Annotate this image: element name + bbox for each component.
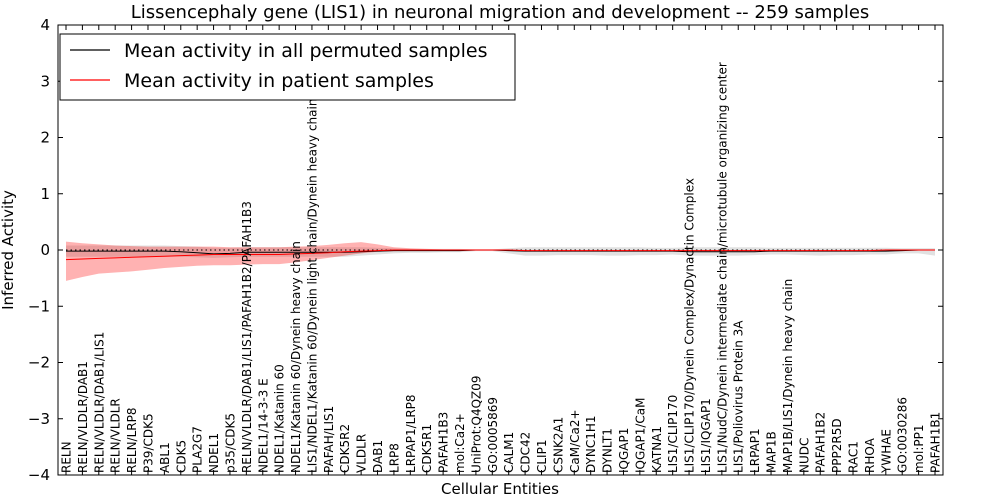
x-tick-label: GO:0030286 bbox=[896, 397, 910, 473]
x-tick-label: YWHAE bbox=[879, 429, 893, 474]
x-tick-label: DYNLT1 bbox=[601, 428, 615, 473]
x-tick-label: CaM/Ca2+ bbox=[568, 409, 582, 473]
x-tick-label: PAFAH1B3 bbox=[437, 412, 451, 473]
x-tick-label: RAC1 bbox=[847, 441, 861, 473]
x-tick-label: CLIP1 bbox=[535, 440, 549, 473]
confidence-bands bbox=[66, 241, 935, 281]
y-axis-ticks: −4 −3 −2 −1 0 1 2 3 4 bbox=[28, 16, 943, 484]
x-tick-label: UniProt:Q4QZ09 bbox=[469, 375, 483, 473]
x-axis-ticks: RELN RELN/VLDLR/DAB1 RELN/VLDLR/DAB1/LIS1 R… bbox=[60, 25, 943, 475]
x-tick-label: KATNA1 bbox=[650, 426, 664, 473]
x-tick-label: IQGAP1 bbox=[617, 428, 631, 473]
y-tick-label: −1 bbox=[28, 297, 50, 315]
x-tick-label: PAFAH/LIS1 bbox=[322, 406, 336, 473]
x-tick-label: NDEL1/14-3-3 E bbox=[256, 378, 270, 473]
y-tick-label: −4 bbox=[28, 466, 50, 484]
x-tick-label: PAFAH1B1 bbox=[929, 412, 943, 473]
y-tick-label: −3 bbox=[28, 410, 50, 428]
x-tick-label: CDK5R2 bbox=[338, 424, 352, 473]
x-tick-label: RELN/VLDLR/DAB1/LIS1/PAFAH1B2/PAFAH1B3 bbox=[240, 201, 254, 473]
x-tick-label: GO:0005869 bbox=[486, 397, 500, 473]
y-tick-label: 0 bbox=[40, 241, 50, 259]
x-tick-label: RELN/LRP8 bbox=[125, 407, 139, 473]
x-tick-label: RHOA bbox=[863, 437, 877, 473]
x-tick-label: LRP8 bbox=[387, 443, 401, 473]
x-tick-label: LRPAP1/LRP8 bbox=[404, 394, 418, 473]
x-tick-label: NDEL1/Katanin 60/Dynein heavy chain bbox=[289, 241, 303, 473]
y-tick-label: 4 bbox=[40, 16, 50, 34]
x-tick-label: NDEL1/Katanin 60 bbox=[273, 364, 287, 473]
legend-box bbox=[59, 33, 516, 101]
x-tick-label: LIS1/IQGAP1 bbox=[699, 398, 713, 473]
x-tick-label: IQGAP1/CaM bbox=[633, 398, 647, 474]
x-tick-label: RELN bbox=[60, 441, 74, 473]
x-tick-label: MAP1B bbox=[765, 431, 779, 473]
x-tick-label: RELN/VLDLR bbox=[109, 398, 123, 473]
x-tick-label: CDK5R1 bbox=[420, 424, 434, 473]
x-tick-label: mol:PP1 bbox=[912, 424, 926, 473]
series-line-patient bbox=[65, 249, 935, 261]
legend-label-patient: Mean activity in patient samples bbox=[124, 70, 434, 92]
x-tick-label: DYNC1H1 bbox=[584, 415, 598, 473]
x-tick-label: ABL1 bbox=[158, 442, 172, 473]
band-patient bbox=[66, 241, 935, 281]
y-tick-label: −2 bbox=[28, 354, 50, 372]
y-axis-label: Inferred Activity bbox=[0, 190, 17, 310]
x-tick-label: LIS1/CLIP170 bbox=[666, 395, 680, 473]
x-tick-label: PPP2R5D bbox=[830, 418, 844, 473]
x-tick-label: NDEL1 bbox=[207, 433, 221, 473]
x-tick-label: CSNK2A1 bbox=[551, 417, 565, 473]
x-tick-label: LIS1/NudC/Dynein intermediate chain/micr… bbox=[715, 62, 729, 473]
x-tick-label: CALM1 bbox=[502, 432, 516, 473]
x-tick-label: NUDC bbox=[797, 438, 811, 473]
x-tick-label: CDC42 bbox=[519, 432, 533, 473]
y-tick-label: 2 bbox=[40, 129, 50, 147]
chart-title: Lissencephaly gene (LIS1) in neuronal mi… bbox=[131, 2, 870, 23]
legend: Mean activity in all permuted samples Me… bbox=[59, 33, 516, 101]
legend-label-permuted: Mean activity in all permuted samples bbox=[124, 40, 487, 62]
x-tick-label: MAP1B/LIS1/Dynein heavy chain bbox=[781, 279, 795, 473]
x-tick-label: RELN/VLDLR/DAB1/LIS1 bbox=[92, 332, 106, 473]
x-tick-label: mol:Ca2+ bbox=[453, 413, 467, 473]
x-tick-label: PLA2G7 bbox=[191, 426, 205, 473]
x-tick-label: LRPAP1 bbox=[748, 428, 762, 473]
plot-frame bbox=[57, 24, 944, 476]
x-tick-label: p35/CDK5 bbox=[224, 413, 238, 473]
x-tick-label: P39/CDK5 bbox=[142, 413, 156, 473]
x-axis-label: Cellular Entities bbox=[441, 480, 559, 498]
x-tick-label: LIS1/NDEL1/Katanin 60/Dynein light chain… bbox=[305, 99, 319, 473]
x-tick-label: CDK5 bbox=[174, 440, 188, 473]
series-lines bbox=[65, 249, 935, 261]
y-tick-label: 1 bbox=[40, 185, 50, 203]
x-tick-label: RELN/VLDLR/DAB1 bbox=[76, 361, 90, 473]
x-tick-label: DAB1 bbox=[371, 440, 385, 473]
x-tick-label: LIS1/Poliovirus Protein 3A bbox=[732, 320, 746, 473]
y-tick-label: 3 bbox=[40, 72, 50, 90]
x-tick-label: VLDLR bbox=[355, 434, 369, 473]
x-tick-label: LIS1/CLIP170/Dynein Complex/Dynactin Com… bbox=[683, 178, 697, 473]
x-tick-label: PAFAH1B2 bbox=[814, 412, 828, 473]
